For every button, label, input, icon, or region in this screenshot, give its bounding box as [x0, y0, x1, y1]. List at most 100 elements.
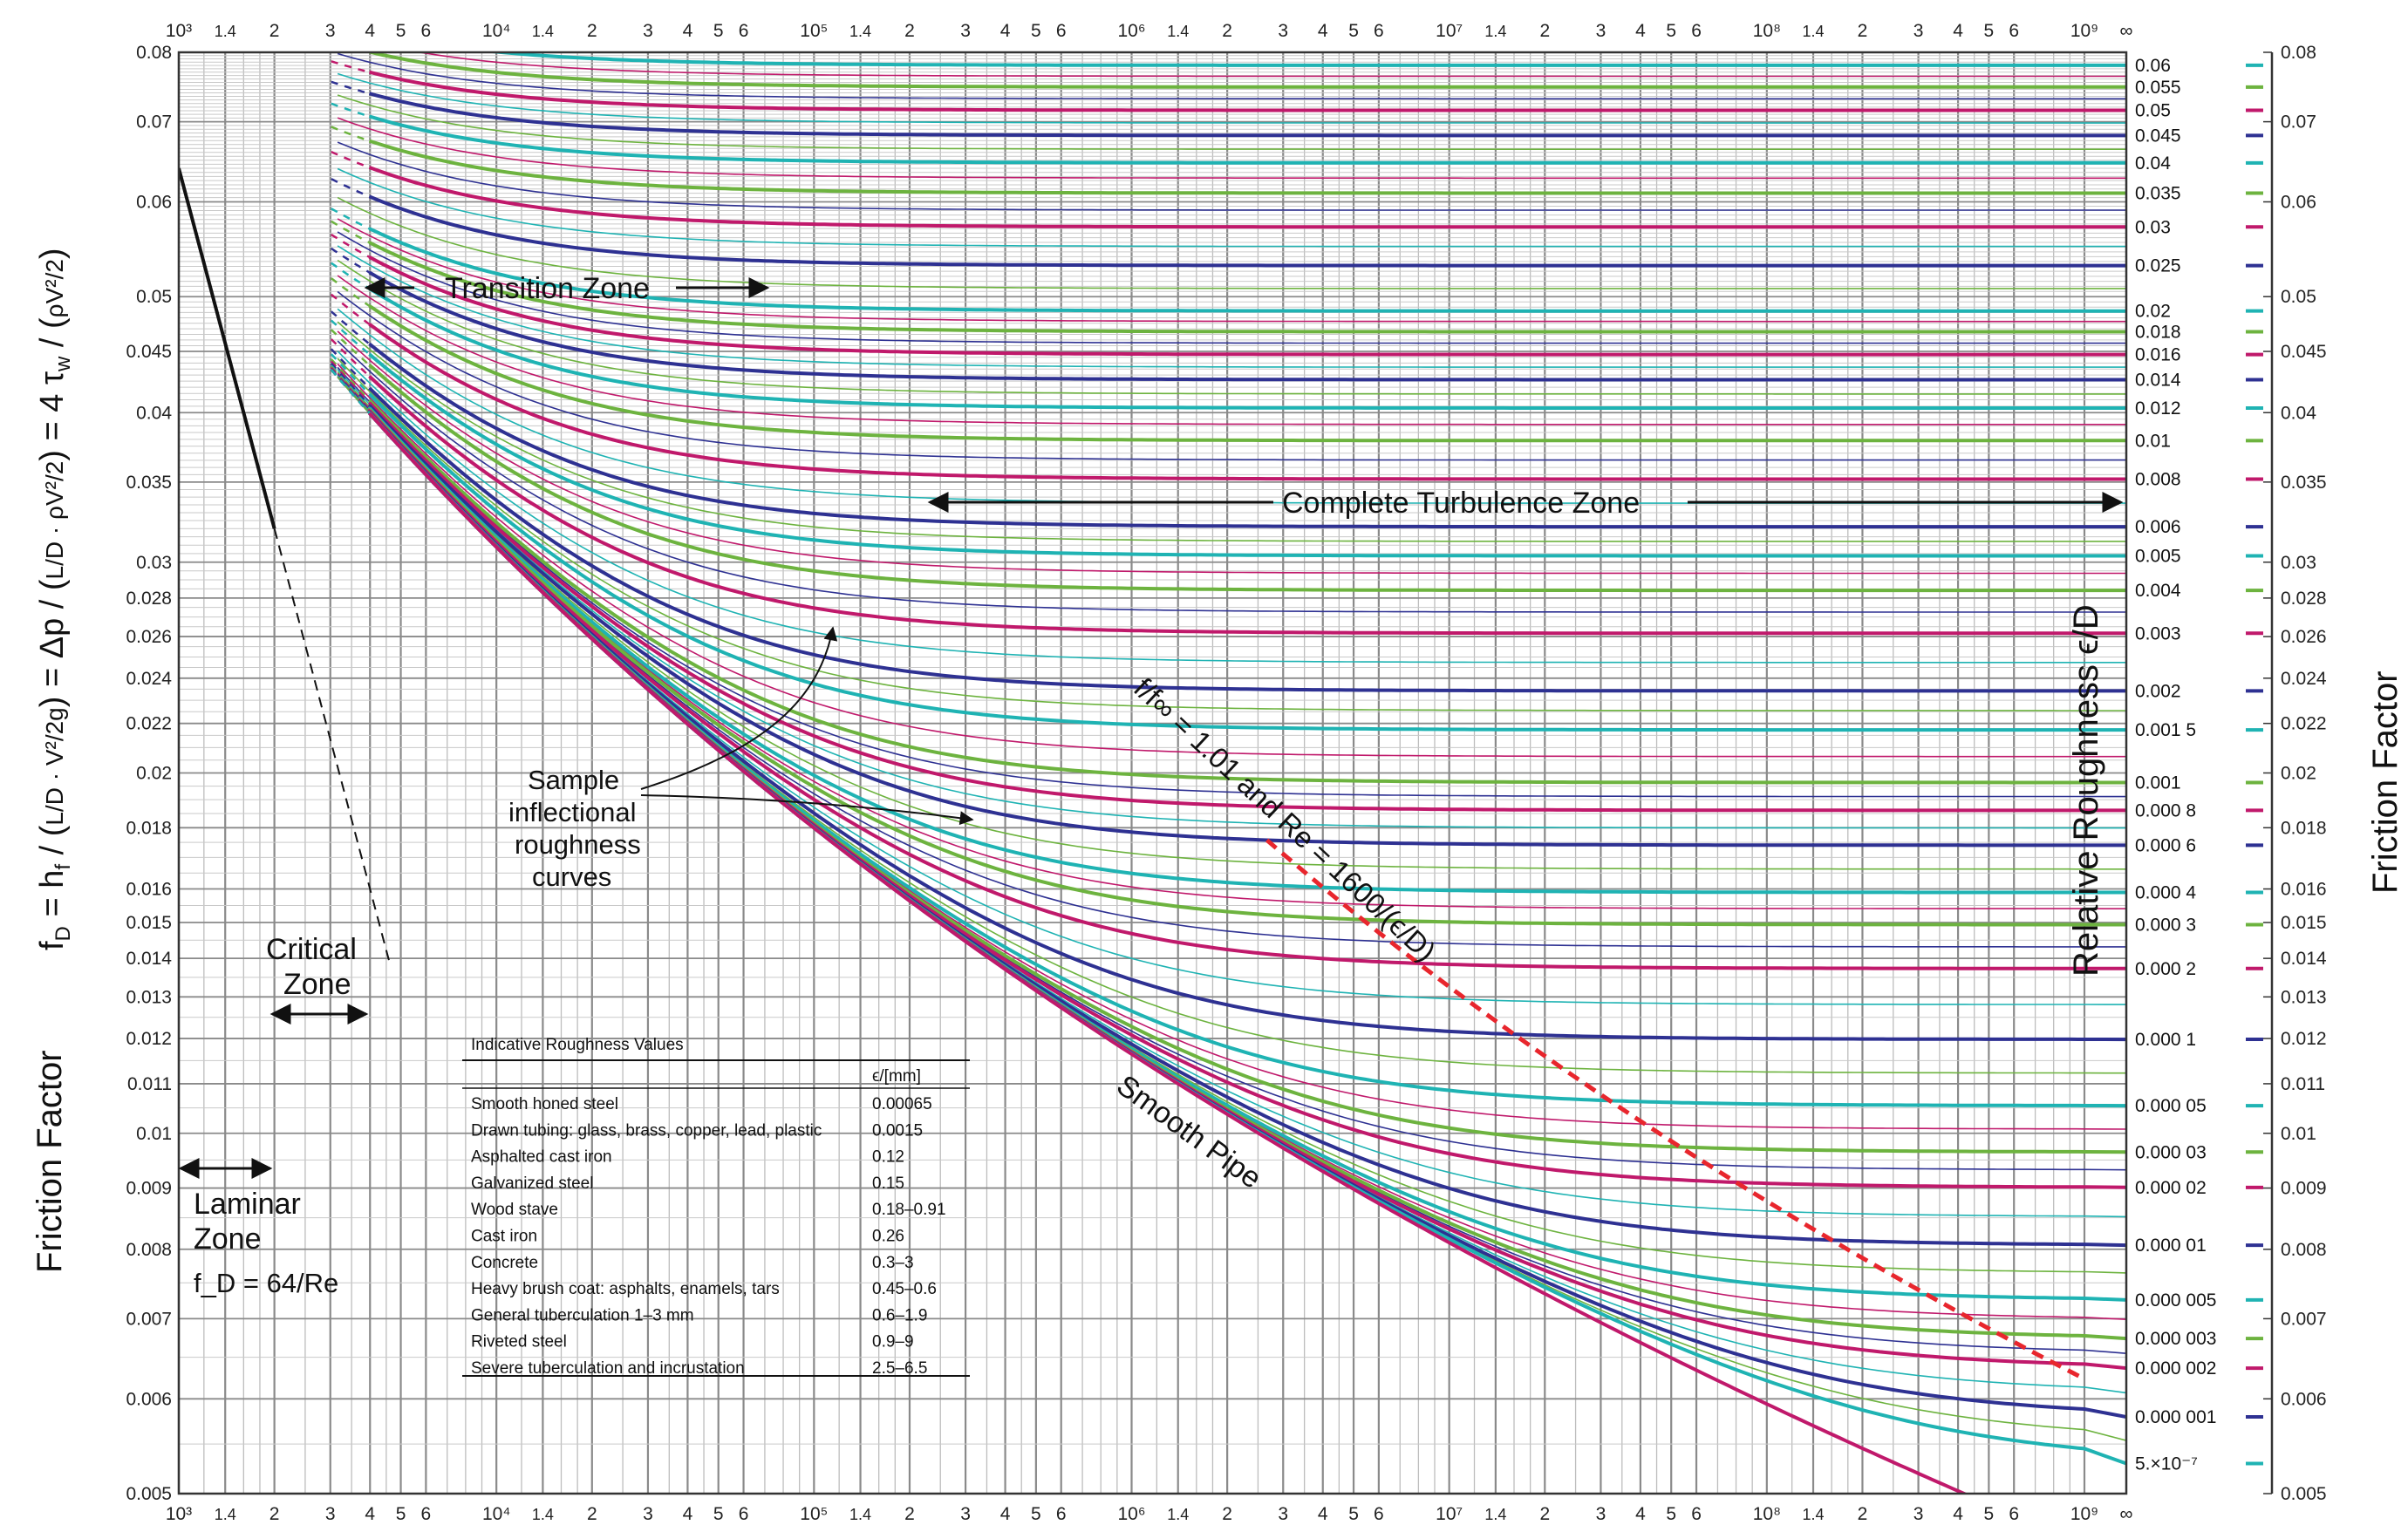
roughness-curve-thin: [337, 141, 2126, 211]
roughness-label: 0.005: [2135, 547, 2181, 567]
roughness-curve: [368, 352, 2126, 558]
x-tick-label: 6: [1374, 1504, 1384, 1524]
x-tick-label: 1.4: [1484, 1506, 1506, 1523]
roughness-curve: [483, 52, 2126, 67]
roughness-label: 0.006: [2135, 517, 2181, 537]
x-tick-label: 1.4: [1803, 23, 1825, 40]
x-tick-label: 2: [269, 1504, 280, 1524]
x-tick-label: 10⁹: [2070, 1504, 2098, 1524]
roughness-labels: 0.060.055 0.05 0.045 0.04 0.035 0.03 0.025 0.02…: [2135, 56, 2263, 1474]
roughness-curve: [368, 92, 2126, 138]
y-tick-label-right: 0.026: [2281, 627, 2327, 647]
y-tick-label-right: 0.022: [2281, 714, 2327, 734]
x-tick-label: 5: [1984, 21, 1995, 41]
x-tick-label: 2: [1222, 21, 1232, 41]
x-tick-label: 10³: [166, 1504, 192, 1524]
x-tick-label: 6: [1374, 21, 1384, 41]
roughness-table: Indicative Roughness Values ϵ/[mm] Smoot…: [462, 1036, 970, 1378]
table-cell-material: Wood stave: [471, 1201, 558, 1219]
x-tick-label: 6: [1691, 21, 1702, 41]
roughness-curve-thin: [337, 330, 2126, 575]
table-cell-material: Galvanized steel: [471, 1174, 593, 1193]
roughness-label: 0.04: [2135, 153, 2171, 174]
y-tick-label-right: 0.035: [2281, 473, 2327, 493]
x-tick-label: 10⁴: [482, 21, 510, 41]
y-axis-label-left: Friction Factor: [31, 1050, 69, 1273]
y-tick-label-right: 0.009: [2281, 1179, 2327, 1199]
x-tick-label: 3: [1913, 21, 1924, 41]
x-tick-label: 2: [1539, 1504, 1550, 1524]
y-tick-label-right: 0.015: [2281, 913, 2327, 933]
svg-text:Zone: Zone: [283, 968, 351, 1001]
roughness-curve: [368, 166, 2126, 229]
roughness-curve: [368, 364, 2126, 593]
x-tick-label: 10⁴: [482, 1504, 510, 1524]
boundary-line: [1265, 838, 2086, 1381]
table-cell-value: 0.3–3: [872, 1254, 914, 1272]
y-tick-label: 0.026: [126, 627, 172, 647]
x-tick-label: 10⁹: [2070, 21, 2098, 41]
y-tick-label: 0.02: [136, 764, 172, 784]
roughness-label: 0.014: [2135, 370, 2181, 390]
svg-text:f_D = 64/Re: f_D = 64/Re: [194, 1268, 338, 1298]
roughness-curve-thin: [337, 117, 2126, 180]
table-col-header: ϵ/[mm]: [872, 1067, 921, 1086]
x-tick-label: 4: [683, 1504, 693, 1524]
x-tick-label: 6: [739, 1504, 749, 1524]
x-tick-label: 1.4: [1167, 23, 1189, 40]
roughness-curve-thin: [337, 72, 2126, 124]
table-cell-value: 2.5–6.5: [872, 1359, 927, 1378]
x-tick-label: 1.4: [215, 23, 236, 40]
y-tick-label: 0.06: [136, 193, 172, 213]
x-tick-label: 5: [713, 21, 724, 41]
x-tick-label: 10³: [166, 21, 192, 41]
roughness-label: 0.055: [2135, 78, 2181, 98]
roughness-curve: [368, 407, 2126, 927]
table-cell-value: 0.6–1.9: [872, 1306, 927, 1324]
y-tick-label: 0.009: [126, 1179, 172, 1199]
y-tick-label: 0.007: [126, 1309, 172, 1329]
y-tick-label: 0.04: [136, 403, 172, 423]
y-tick-label: 0.045: [126, 342, 172, 362]
smooth-pipe-curve: [368, 412, 1969, 1494]
svg-text:Zone: Zone: [194, 1222, 262, 1256]
roughness-label: 0.06: [2135, 56, 2171, 76]
roughness-curve-thin: [337, 275, 2126, 426]
x-tick-label: 1.4: [215, 1506, 236, 1523]
sample-curves-annotation: Sample inflectional roughness curves: [508, 626, 974, 892]
roughness-curve-thin: [337, 321, 2126, 542]
y-tick-label-right: 0.016: [2281, 880, 2327, 900]
x-tick-label: 2: [1858, 1504, 1868, 1524]
x-tick-label: 5: [1348, 1504, 1359, 1524]
y-tick-label-right: 0.014: [2281, 949, 2327, 969]
roughness-label: 0.000 8: [2135, 800, 2196, 820]
y-tick-label-right: 0.008: [2281, 1240, 2327, 1260]
y-tick-label-right: 0.08: [2281, 43, 2316, 63]
roughness-label: 0.035: [2135, 183, 2181, 203]
roughness-label: 0.000 1: [2135, 1030, 2196, 1050]
y-tick-label: 0.006: [126, 1389, 172, 1409]
x-tick-label: 10⁷: [1436, 21, 1463, 41]
x-tick-label: 2: [587, 21, 597, 41]
roughness-curve: [368, 342, 2126, 529]
y-tick-label: 0.035: [126, 473, 172, 493]
table-cell-material: Asphalted cast iron: [471, 1148, 612, 1167]
x-tick-label: 6: [1691, 1504, 1702, 1524]
roughness-curves: [179, 52, 2126, 1494]
roughness-label: 0.03: [2135, 217, 2171, 237]
laminar-extension: [273, 528, 391, 963]
y-tick-label-right: 0.006: [2281, 1389, 2327, 1409]
x-tick-label: 2: [904, 1504, 915, 1524]
roughness-label: 0.02: [2135, 302, 2171, 322]
y-tick-label-right: 0.07: [2281, 112, 2316, 133]
x-tick-label: 6: [1056, 21, 1067, 41]
table-cell-value: 0.9–9: [872, 1333, 914, 1351]
x-tick-label: 10⁵: [800, 1504, 828, 1524]
x-tick-label: 1.4: [849, 23, 871, 40]
x-tick-label: 6: [739, 21, 749, 41]
critical-stub: [330, 360, 371, 404]
y-tick-label: 0.016: [126, 880, 172, 900]
table-cell-material: Smooth honed steel: [471, 1095, 618, 1113]
x-tick-label: 6: [421, 1504, 432, 1524]
critical-stub: [331, 80, 370, 95]
